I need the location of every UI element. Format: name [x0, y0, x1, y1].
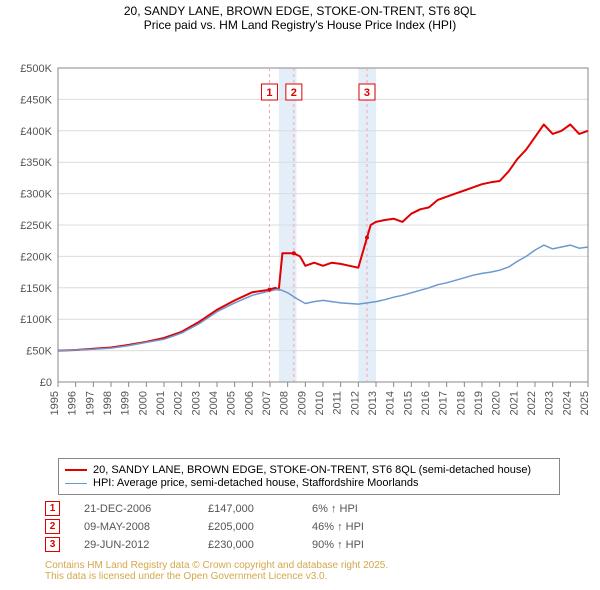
y-tick-label: £350K: [20, 157, 52, 169]
x-tick-label: 2015: [402, 391, 414, 415]
sale-price: £205,000: [208, 521, 288, 533]
x-tick-label: 2008: [279, 391, 291, 415]
x-tick-label: 1997: [84, 391, 96, 415]
legend-label: HPI: Average price, semi-detached house,…: [93, 477, 419, 489]
sale-date: 09-MAY-2008: [84, 521, 184, 533]
y-tick-label: £450K: [20, 94, 52, 106]
x-tick-label: 2020: [491, 391, 503, 415]
sale-delta: 90% ↑ HPI: [312, 539, 402, 551]
x-tick-label: 2001: [155, 391, 167, 415]
sale-delta: 6% ↑ HPI: [312, 503, 402, 515]
x-tick-label: 2022: [526, 391, 538, 415]
sale-marker: 3: [45, 537, 60, 552]
legend-swatch: [65, 469, 87, 471]
y-tick-label: £150K: [20, 283, 52, 295]
sale-date: 21-DEC-2006: [84, 503, 184, 515]
x-tick-label: 2021: [508, 391, 520, 415]
sale-date: 29-JUN-2012: [84, 539, 184, 551]
sale-row: 2 09-MAY-2008 £205,000 46% ↑ HPI: [45, 519, 560, 534]
x-tick-label: 2016: [420, 391, 432, 415]
x-tick-label: 1998: [102, 391, 114, 415]
y-tick-label: £50K: [26, 346, 52, 358]
chart-area: £0 £50K £100K £150K £200K £250K £300K £350K £400…: [0, 32, 600, 452]
x-tick-label: 2013: [367, 391, 379, 415]
x-tick-label: 1995: [49, 391, 61, 415]
x-tick-label: 2010: [314, 391, 326, 415]
x-tick-label: 2003: [190, 391, 202, 415]
x-tick-label: 2012: [349, 391, 361, 415]
x-tick-label: 2002: [173, 391, 185, 415]
sale-marker: 1: [45, 501, 60, 516]
legend-swatch: [65, 483, 87, 484]
chart-title-1: 20, SANDY LANE, BROWN EDGE, STOKE-ON-TRE…: [0, 0, 600, 18]
sale-price: £230,000: [208, 539, 288, 551]
x-tick-label: 2007: [261, 391, 273, 415]
chart-marker-label: 2: [291, 87, 297, 99]
y-tick-label: £200K: [20, 251, 52, 263]
legend-item: 20, SANDY LANE, BROWN EDGE, STOKE-ON-TRE…: [65, 464, 553, 476]
chart-marker-label: 3: [364, 87, 370, 99]
x-tick-label: 2011: [332, 391, 344, 415]
chart-title-2: Price paid vs. HM Land Registry's House …: [0, 18, 600, 32]
x-tick-label: 2024: [561, 391, 573, 415]
chart-marker-label: 1: [266, 87, 272, 99]
y-tick-label: £300K: [20, 189, 52, 201]
y-tick-label: £0: [40, 377, 52, 389]
x-tick-label: 2000: [137, 391, 149, 415]
legend-item: HPI: Average price, semi-detached house,…: [65, 477, 553, 489]
price-chart: £0 £50K £100K £150K £200K £250K £300K £350K £400…: [0, 32, 600, 452]
sale-row: 3 29-JUN-2012 £230,000 90% ↑ HPI: [45, 537, 560, 552]
x-tick-label: 2004: [208, 391, 220, 415]
sale-price: £147,000: [208, 503, 288, 515]
sale-row: 1 21-DEC-2006 £147,000 6% ↑ HPI: [45, 501, 560, 516]
x-tick-label: 2023: [544, 391, 556, 415]
x-tick-label: 2014: [385, 391, 397, 415]
x-tick-label: 2019: [473, 391, 485, 415]
footer: Contains HM Land Registry data © Crown c…: [45, 560, 560, 582]
footer-line-1: Contains HM Land Registry data © Crown c…: [45, 560, 560, 571]
sale-delta: 46% ↑ HPI: [312, 521, 402, 533]
legend: 20, SANDY LANE, BROWN EDGE, STOKE-ON-TRE…: [58, 458, 560, 495]
series-property: [58, 125, 588, 351]
series-hpi: [58, 245, 588, 351]
x-tick-label: 2009: [296, 391, 308, 415]
y-tick-label: £100K: [20, 314, 52, 326]
x-tick-label: 2005: [226, 391, 238, 415]
sale-marker: 2: [45, 519, 60, 534]
footer-line-2: This data is licensed under the Open Gov…: [45, 571, 560, 582]
x-tick-label: 2018: [455, 391, 467, 415]
x-tick-label: 1999: [120, 391, 132, 415]
x-tick-label: 2006: [243, 391, 255, 415]
x-tick-label: 2017: [438, 391, 450, 415]
x-tick-label: 1996: [67, 391, 79, 415]
y-tick-label: £500K: [20, 63, 52, 75]
legend-label: 20, SANDY LANE, BROWN EDGE, STOKE-ON-TRE…: [93, 464, 531, 476]
y-tick-label: £400K: [20, 126, 52, 138]
x-tick-label: 2025: [579, 391, 591, 415]
y-tick-label: £250K: [20, 220, 52, 232]
sales-table: 1 21-DEC-2006 £147,000 6% ↑ HPI 2 09-MAY-2008…: [45, 501, 560, 552]
